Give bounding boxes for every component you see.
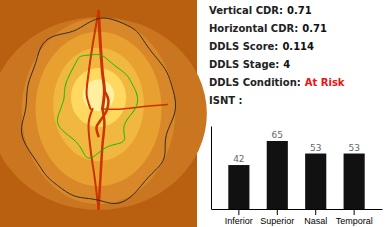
- annotation-label: DDLS Condition:: [209, 77, 301, 88]
- data-labels: 42 65 53 53: [233, 130, 360, 164]
- x-tick-label: Nasal: [304, 216, 327, 226]
- x-tick: Superior: [260, 209, 294, 226]
- illustration: [0, 0, 207, 227]
- x-axis: Inferior Superior Nasal Temporal: [212, 209, 383, 226]
- y-axis: [211, 127, 212, 210]
- y-axis-line: [211, 127, 212, 210]
- annotation-label: ISNT :: [209, 95, 243, 106]
- data-label: 53: [348, 143, 359, 153]
- x-tick-mark: [354, 209, 355, 215]
- annotation-value: 0.114: [282, 41, 314, 52]
- disc-layer: [22, 18, 176, 204]
- x-tick-label: Superior: [260, 216, 294, 226]
- x-tick: Nasal: [304, 209, 327, 226]
- bar: [228, 165, 249, 209]
- bar: [305, 154, 326, 209]
- annotation: DDLS Condition: At Risk: [209, 77, 345, 88]
- disc-boundary: [21, 18, 175, 203]
- data-label: 65: [272, 130, 283, 140]
- annotation-label: Vertical CDR:: [209, 5, 283, 16]
- data-label: 42: [233, 154, 244, 164]
- annotation: DDLS Score: 0.114: [209, 41, 314, 52]
- annotation-value: 0.71: [302, 23, 327, 34]
- bar: [344, 154, 365, 209]
- disc-layer: [71, 68, 126, 127]
- x-tick-label: Inferior: [225, 216, 253, 226]
- x-tick-mark: [238, 209, 239, 215]
- bar: [267, 141, 288, 209]
- annotation: DDLS Stage: 4: [209, 59, 290, 70]
- vessel: [87, 11, 99, 109]
- cup-boundary: [57, 54, 137, 158]
- x-tick-mark: [277, 209, 278, 215]
- annotation-label: DDLS Score:: [209, 41, 278, 52]
- x-tick: Temporal: [336, 209, 373, 226]
- annotation-value: 4: [283, 59, 290, 70]
- x-tick: Inferior: [225, 209, 253, 226]
- disc-layer: [35, 32, 161, 186]
- annotation-value: 0.71: [287, 5, 312, 16]
- annotation-label: DDLS Stage:: [209, 59, 279, 70]
- x-axis-line: [212, 209, 383, 210]
- annotation: Horizontal CDR: 0.71: [209, 23, 327, 34]
- vessel: [99, 11, 105, 109]
- fundus-background: [0, 0, 197, 227]
- annotation-label: Horizontal CDR:: [209, 23, 298, 34]
- data-label: 53: [310, 143, 321, 153]
- figure: Vertical CDR: 0.71 Horizontal CDR: 0.71 DDLS…: [0, 0, 390, 227]
- vessel: [96, 91, 108, 136]
- bars: [228, 141, 364, 209]
- x-tick-label: Temporal: [336, 216, 373, 226]
- x-tick-mark: [315, 209, 316, 215]
- annotations: Vertical CDR: 0.71 Horizontal CDR: 0.71 DDLS…: [209, 5, 345, 106]
- annotation: ISNT :: [209, 95, 243, 106]
- annotation-value: At Risk: [305, 77, 345, 88]
- disc-layer: [53, 48, 144, 162]
- disc-layer: [0, 17, 207, 210]
- annotation: Vertical CDR: 0.71: [209, 5, 312, 16]
- bar-chart: Inferior Superior Nasal Temporal 42 65 53 53: [212, 127, 383, 227]
